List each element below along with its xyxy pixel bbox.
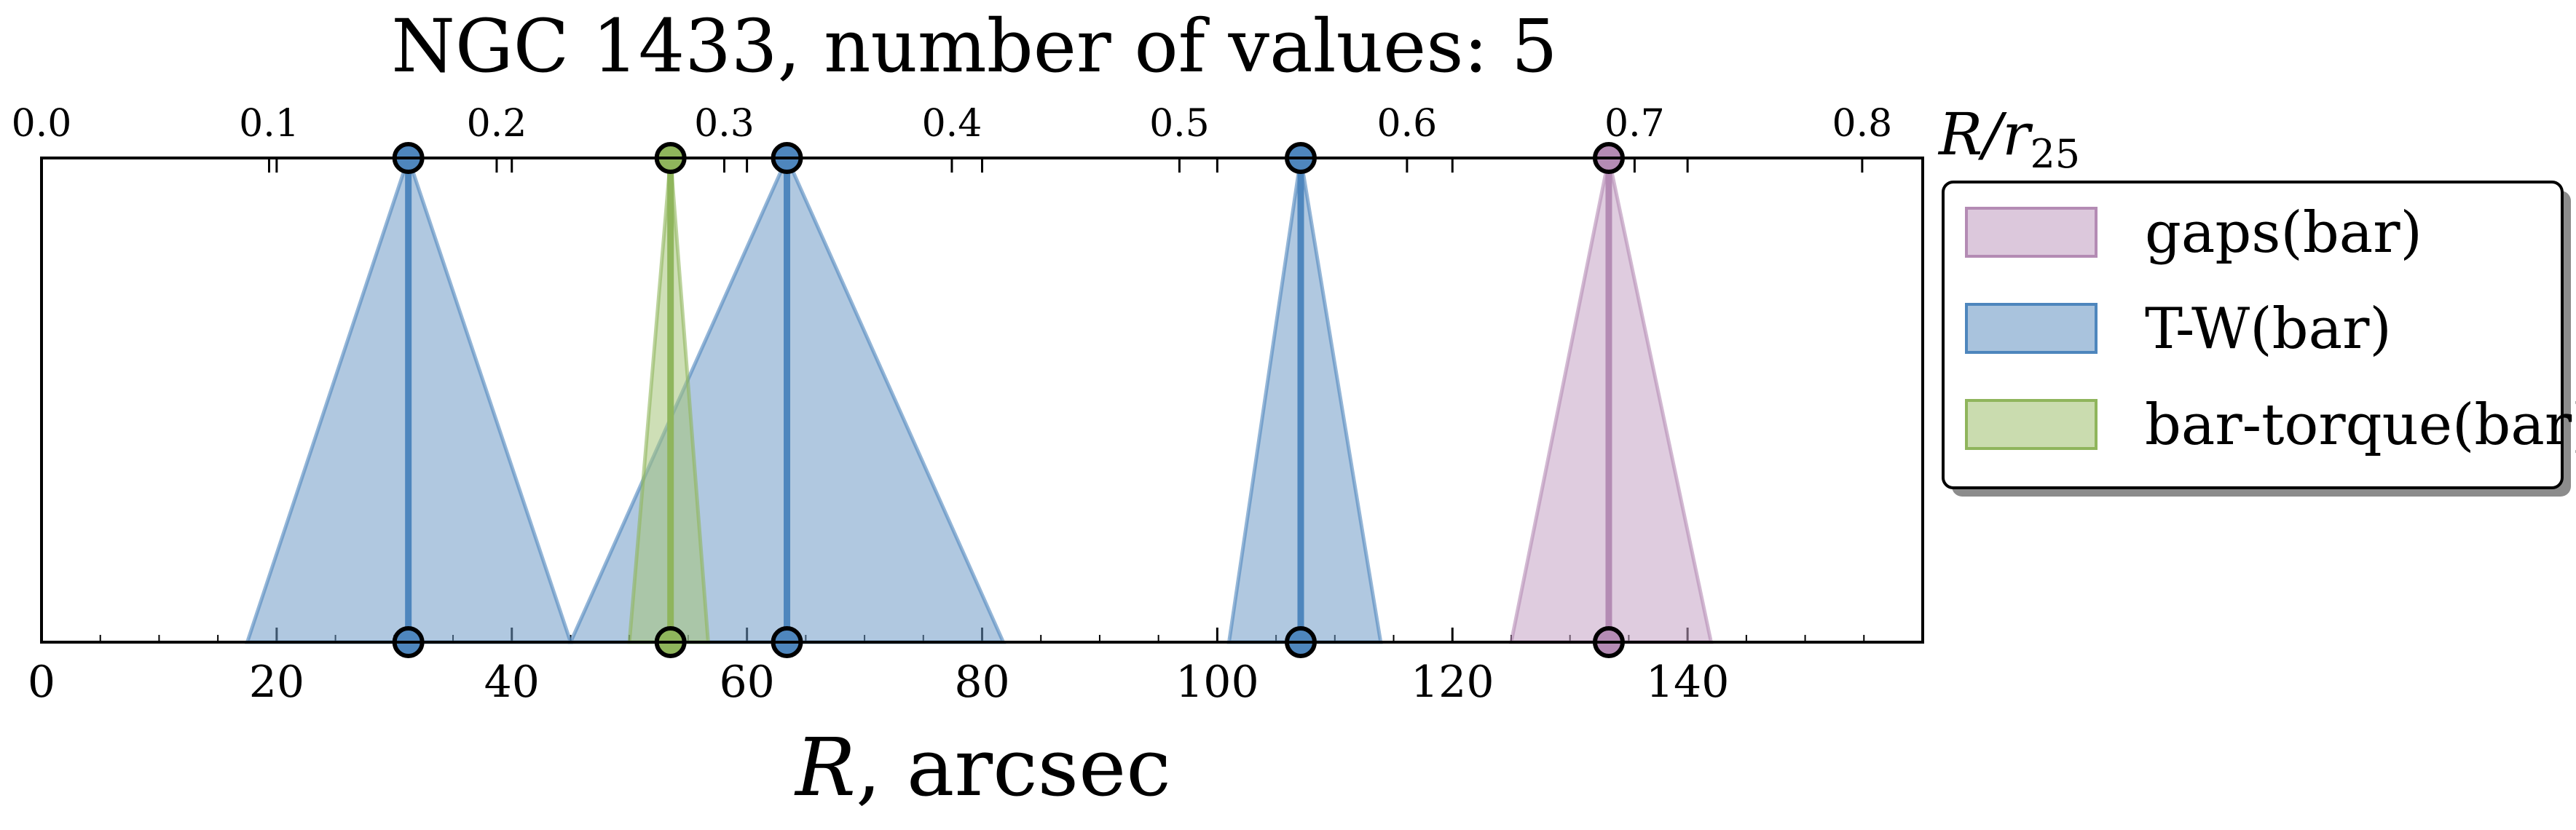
range-triangle bbox=[1226, 157, 1383, 644]
legend-label: T-W(bar) bbox=[2145, 296, 2392, 362]
x-tick-label: 120 bbox=[1411, 657, 1494, 708]
x-axis-label: R, arcsec bbox=[794, 721, 1171, 814]
plot-frame bbox=[40, 157, 1924, 644]
top-tick-label: 0.6 bbox=[1377, 102, 1438, 146]
x-tick-label: 100 bbox=[1175, 657, 1259, 708]
legend-label: bar-torque(bar) bbox=[2145, 392, 2576, 458]
x-tick-label: 80 bbox=[954, 657, 1009, 708]
top-tick-label: 0.0 bbox=[12, 102, 72, 146]
x-tick-label: 60 bbox=[719, 657, 774, 708]
top-axis-label-sub: 25 bbox=[2030, 131, 2080, 177]
top-tick-label: 0.2 bbox=[467, 102, 527, 146]
x-tick-label: 40 bbox=[484, 657, 540, 708]
top-tick-label: 0.1 bbox=[239, 102, 299, 146]
x-tick-label: 20 bbox=[249, 657, 304, 708]
x-axis-label-unit: , arcsec bbox=[856, 721, 1171, 814]
legend-label: gaps(bar) bbox=[2145, 200, 2422, 266]
x-axis-label-var: R bbox=[794, 721, 856, 814]
legend-swatch bbox=[1965, 207, 2098, 258]
plot-area bbox=[245, 142, 1714, 658]
top-tick-label: 0.5 bbox=[1149, 102, 1210, 146]
top-axis-label-main: R/r bbox=[1937, 100, 2033, 168]
legend: gaps(bar) T-W(bar) bar-torque(bar) bbox=[1942, 181, 2576, 497]
x-tick-label: 140 bbox=[1646, 657, 1730, 708]
top-tick-label: 0.8 bbox=[1832, 102, 1893, 146]
chart-title: NGC 1433, number of values: 5 bbox=[391, 4, 1557, 89]
top-tick-label: 0.7 bbox=[1604, 102, 1665, 146]
top-tick-label: 0.3 bbox=[694, 102, 755, 146]
top-axis: 0.0 0.1 0.2 0.3 0.4 0.5 0.6 0.7 0.8 bbox=[12, 102, 1893, 173]
bottom-axis: 0 20 40 60 80 100 120 140 bbox=[28, 158, 1865, 708]
legend-box bbox=[1942, 181, 2564, 489]
legend-swatch bbox=[1965, 303, 2098, 354]
top-tick-label: 0.4 bbox=[922, 102, 982, 146]
legend-swatch bbox=[1965, 399, 2098, 450]
top-axis-label: R/r25 bbox=[1937, 100, 2080, 177]
x-tick-label: 0 bbox=[28, 657, 55, 708]
